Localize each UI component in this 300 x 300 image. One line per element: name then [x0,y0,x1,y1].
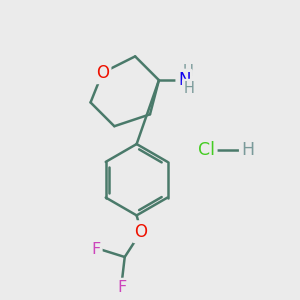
Text: F: F [117,280,126,295]
Text: Cl: Cl [198,141,215,159]
Text: F: F [91,242,100,257]
Text: O: O [96,64,109,82]
Text: O: O [135,223,148,241]
Text: H: H [242,141,255,159]
Text: H: H [182,64,193,79]
Text: H: H [184,81,195,96]
Text: N: N [178,71,190,89]
